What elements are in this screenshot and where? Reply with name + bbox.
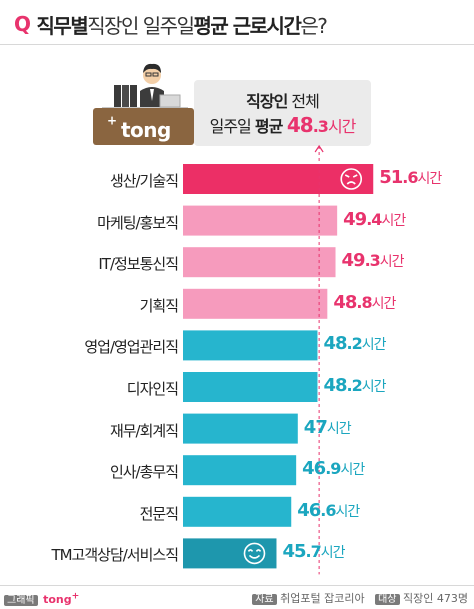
bar-9 [183, 538, 277, 569]
category-label: 디자인직 [126, 380, 179, 398]
chart-title: Q 직무별 직장인 일주일 평균 근로시간 은? [14, 11, 328, 38]
footer: 그래픽 tong+ 자료 취업포털 잡코리아 대상 직장인 473명 [0, 589, 474, 607]
footer-source: 자료 취업포털 잡코리아 대상 직장인 473명 [252, 590, 468, 606]
bar-7 [183, 455, 297, 486]
title-part-3: 평균 근로시간 [193, 13, 301, 38]
bar-4 [183, 330, 318, 361]
bar-1 [183, 205, 338, 236]
title-part-4: 은? [300, 13, 328, 38]
value-label: 48.2시간 [323, 375, 386, 396]
bar-6 [183, 413, 298, 444]
target-tag: 대상 [375, 594, 400, 605]
average-callout: 직장인 전체 일주일 평균 48.3시간 [194, 80, 371, 146]
footer-credit: 그래픽 tong+ [4, 590, 79, 606]
logo-text: tong + [107, 113, 171, 142]
footer-divider [0, 585, 474, 586]
category-label: 마케팅/홍보직 [97, 213, 179, 232]
value-label: 49.3시간 [341, 250, 405, 272]
arrow-up-icon [314, 144, 324, 153]
target-text: 직장인 473명 [403, 592, 468, 605]
value-label: 46.9시간 [302, 458, 365, 480]
category-label: 영업/영업관리직 [84, 338, 179, 357]
footer-brand: tong+ [43, 590, 80, 606]
category-label: 기획직 [139, 296, 179, 315]
average-callout-line-1: 직장인 전체 [246, 92, 320, 111]
source-tag: 자료 [252, 594, 277, 605]
graphic-tag: 그래픽 [4, 594, 38, 606]
average-callout-line-2: 일주일 평균 48.3시간 [209, 113, 357, 137]
question-mark-label: Q [14, 12, 31, 36]
bar-2 [183, 247, 336, 278]
category-label: 전문직 [139, 504, 179, 523]
tong-logo-board: tong + [93, 108, 194, 145]
category-label: TM고객상담/서비스직 [51, 546, 179, 565]
bar-8 [183, 496, 292, 527]
category-label: 인사/총무직 [109, 463, 179, 482]
smiling-face-icon [243, 542, 266, 565]
bar-0 [183, 164, 374, 194]
value-label: 47시간 [303, 416, 352, 438]
category-label: IT/정보통신직 [98, 255, 179, 274]
value-label: 49.4시간 [343, 208, 406, 230]
value-label: 48.2시간 [323, 333, 386, 355]
bar-5 [183, 372, 318, 402]
value-label: 51.6시간 [379, 167, 442, 188]
angry-face-icon [340, 168, 363, 190]
category-label: 재무/회계직 [109, 421, 179, 440]
value-label: 46.6시간 [297, 499, 360, 521]
title-part-1: 직무별 [36, 13, 89, 38]
category-label: 생산/기술직 [109, 172, 179, 190]
value-label: 45.7시간 [282, 541, 345, 563]
source-text: 취업포털 잡코리아 [280, 592, 365, 605]
bar-3 [183, 288, 328, 319]
value-label: 48.8시간 [333, 291, 396, 313]
title-part-2: 직장인 일주일 [87, 13, 195, 38]
title-divider [0, 44, 474, 45]
